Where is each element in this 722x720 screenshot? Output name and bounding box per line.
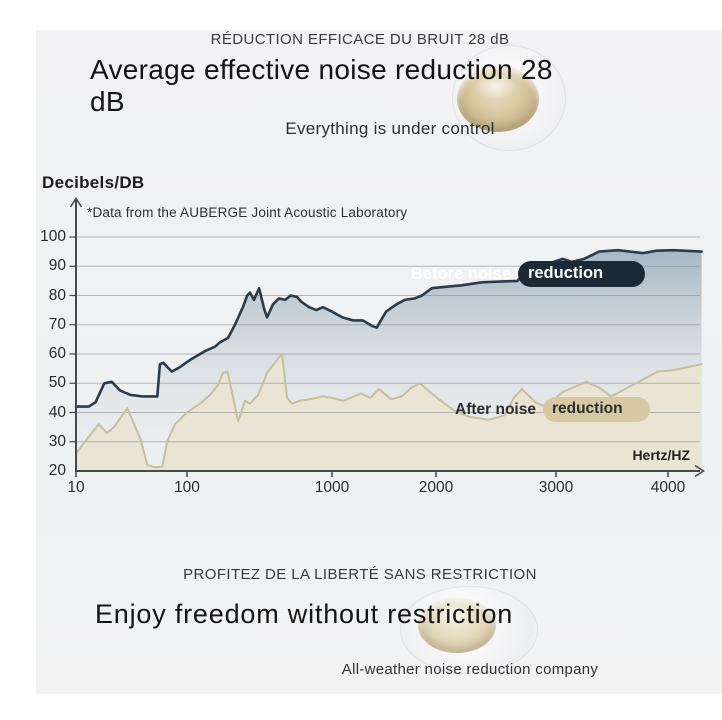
y-tick-label: 60 — [48, 345, 66, 362]
legend-after-prefix: After noise — [455, 400, 536, 418]
hero-title-line2: dB — [90, 86, 125, 118]
chart-attribution: *Data from the AUBERGE Joint Acoustic La… — [87, 205, 408, 220]
y-tick-label: 20 — [48, 462, 66, 479]
legend-after-pill: reduction — [542, 397, 650, 422]
legend-before-prefix: Before noise — [411, 264, 511, 283]
earplug-icon — [457, 66, 539, 132]
x-tick-label: 4000 — [650, 479, 686, 496]
y-axis-title: Decibels/DB — [42, 173, 145, 192]
y-tick-label: 50 — [48, 374, 66, 392]
hero-subtitle-fr: RÉDUCTION EFFICACE DU BRUIT 28 dB — [210, 31, 510, 48]
hero-title-line1: Average effective noise reduction 28 — [90, 54, 553, 85]
legend-before-noise-reduction: Before noise reduction — [411, 261, 646, 287]
y-tick-label: 100 — [40, 228, 66, 245]
x-tick-label: 10 — [67, 479, 85, 496]
footer-tagline: All-weather noise reduction company — [341, 661, 599, 678]
y-tick-label: 30 — [48, 432, 66, 450]
x-tick-label: 3000 — [538, 479, 574, 496]
x-tick-label: 1000 — [314, 479, 350, 496]
y-tick-label: 80 — [48, 286, 66, 304]
earplug-icon — [418, 598, 496, 653]
x-tick-label: 100 — [174, 479, 200, 496]
hero-title: Average effective noise reduction 28 dB — [90, 54, 670, 119]
footer-title: Enjoy freedom without restriction — [95, 599, 514, 629]
x-tick-label: 2000 — [418, 479, 454, 496]
y-tick-label: 40 — [48, 403, 66, 421]
footer-subtitle-fr: PROFITEZ DE LA LIBERTÉ SANS RESTRICTION — [183, 566, 537, 583]
legend-before-pill: reduction — [517, 261, 646, 287]
hero-tagline: Everything is under control — [285, 119, 495, 138]
y-tick-label: 90 — [48, 257, 66, 275]
y-tick-label: 70 — [48, 315, 66, 333]
x-axis-title: Hertz/HZ — [632, 447, 690, 463]
legend-after-noise-reduction: After noise reduction — [455, 397, 650, 422]
